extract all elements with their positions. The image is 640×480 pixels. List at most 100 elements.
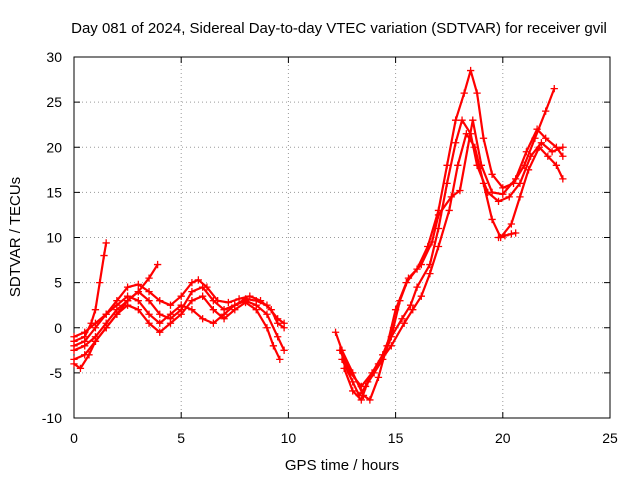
data-point [512, 175, 520, 183]
series-11 [494, 229, 520, 242]
data-point [400, 319, 408, 327]
data-point [494, 197, 503, 206]
x-tick-label: 20 [495, 430, 511, 446]
data-point [512, 229, 520, 237]
series-1 [70, 239, 110, 345]
data-point [252, 306, 260, 314]
data-point [462, 130, 471, 138]
data-point [246, 292, 254, 300]
data-point [368, 369, 376, 377]
x-tick-label: 15 [388, 430, 404, 446]
data-point [456, 186, 464, 195]
data-point [276, 355, 284, 363]
data-point [188, 297, 196, 305]
data-point [224, 298, 233, 307]
data-point [413, 283, 421, 291]
data-point [501, 232, 509, 240]
data-point [102, 239, 110, 247]
data-point [499, 184, 507, 192]
data-point [544, 152, 552, 160]
data-point [198, 292, 207, 300]
data-point [194, 276, 203, 284]
data-point [102, 310, 110, 318]
data-point [198, 283, 207, 291]
data-point [524, 166, 533, 174]
data-point [417, 292, 425, 300]
data-series [70, 66, 567, 404]
data-point [349, 378, 357, 386]
data-point [535, 143, 543, 151]
data-point [91, 319, 100, 327]
data-point [156, 297, 164, 305]
series-10 [336, 116, 567, 391]
data-point [96, 278, 104, 287]
x-axis: 0 5 10 15 20 25 [70, 57, 618, 446]
data-point [70, 355, 78, 363]
data-point [188, 306, 196, 314]
data-point [499, 190, 507, 198]
y-tick-label: -10 [42, 410, 62, 426]
data-point [76, 364, 85, 373]
data-point [231, 301, 239, 309]
data-point [537, 139, 546, 147]
y-tick-label: -5 [50, 365, 63, 381]
data-point [198, 315, 207, 323]
series-line [343, 132, 564, 402]
data-point [263, 301, 271, 309]
data-point [349, 387, 357, 395]
x-axis-label: GPS time / hours [285, 457, 399, 474]
series-7 [331, 66, 558, 404]
data-point [445, 206, 453, 215]
data-point [477, 161, 486, 169]
data-point [379, 351, 387, 359]
data-point [220, 315, 228, 323]
data-point [346, 369, 355, 377]
y-tick-label: 10 [46, 230, 62, 246]
data-point [235, 295, 243, 303]
data-point [188, 278, 196, 287]
data-point [145, 310, 153, 318]
data-point [548, 148, 556, 156]
data-point [100, 251, 108, 260]
data-point [454, 161, 462, 169]
data-point [488, 215, 496, 224]
x-tick-label: 0 [70, 430, 78, 446]
data-point [81, 328, 89, 336]
y-axis-label: SDTVAR / TECUs [7, 177, 24, 297]
data-point [70, 346, 78, 354]
series-9 [340, 130, 567, 404]
y-tick-label: 25 [46, 94, 62, 110]
data-point [505, 193, 513, 201]
series-3 [70, 276, 288, 350]
data-point [550, 84, 558, 93]
data-point [269, 342, 278, 350]
x-tick-label: 25 [602, 430, 618, 446]
data-point [507, 230, 516, 238]
x-tick-label: 10 [281, 430, 297, 446]
series-line [334, 69, 556, 402]
data-point [434, 224, 443, 233]
data-point [81, 342, 89, 350]
data-point [447, 193, 455, 201]
data-point [458, 116, 466, 124]
data-point [522, 148, 531, 156]
data-point [280, 346, 288, 354]
data-point [357, 396, 365, 404]
data-point [409, 306, 417, 314]
data-point [542, 107, 550, 115]
data-point [494, 233, 503, 242]
data-point [209, 297, 218, 305]
data-point [153, 260, 162, 269]
data-point [507, 220, 516, 228]
chart-title: Day 081 of 2024, Sidereal Day-to-day VTE… [71, 20, 607, 37]
data-point [252, 297, 260, 305]
data-point [396, 297, 404, 305]
y-tick-label: 0 [54, 320, 62, 336]
data-point [559, 175, 567, 183]
data-point [542, 134, 550, 142]
data-point [188, 288, 196, 296]
y-axis: -10 -5 0 5 10 15 20 25 30 [42, 49, 610, 426]
data-point [134, 280, 142, 289]
data-point [404, 274, 413, 282]
data-point [70, 333, 78, 341]
